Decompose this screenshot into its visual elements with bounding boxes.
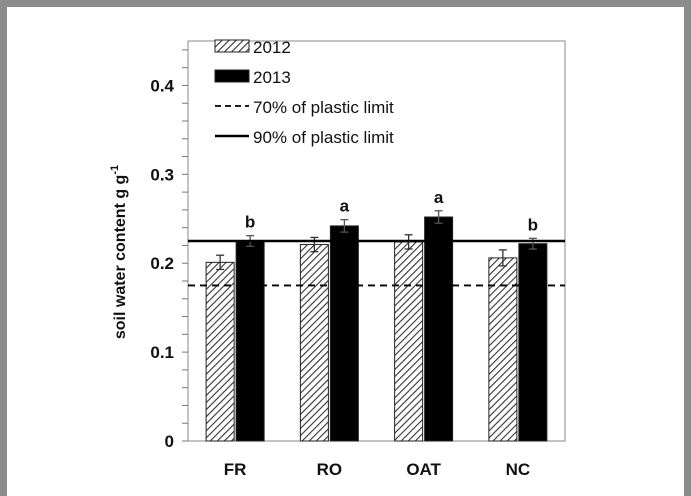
y-tick-label: 0.3	[150, 165, 174, 184]
y-axis-title-superscript: -1	[109, 165, 121, 175]
y-tick-label: 0.1	[150, 343, 174, 362]
bars: b a a b	[205, 188, 548, 442]
bar-2012-fr	[205, 261, 235, 442]
bar-chart: 0 0.1 0.2 0.3 0.4 b a a b FR RO OAT NC 2012 2013 70%…	[109, 38, 566, 479]
x-axis-labels: FR RO OAT NC	[224, 460, 530, 479]
x-tick-label: NC	[506, 460, 531, 479]
x-tick-label: OAT	[406, 460, 441, 479]
bar-2013-fr	[235, 240, 265, 442]
y-axis-title: soil water content g g-1	[109, 165, 129, 339]
significance-label: a	[434, 188, 444, 207]
legend-label: 70% of plastic limit	[253, 98, 394, 117]
x-tick-label: RO	[317, 460, 343, 479]
legend-label: 90% of plastic limit	[253, 128, 394, 147]
legend-label: 2013	[253, 68, 291, 87]
bar-2012-oat	[394, 241, 424, 442]
bar-2012-ro	[299, 244, 329, 442]
bar-2013-nc	[518, 243, 548, 442]
y-axis: 0 0.1 0.2 0.3 0.4	[150, 49, 188, 451]
bar-2013-ro	[329, 225, 359, 442]
y-tick-label: 0.2	[150, 254, 174, 273]
legend-label: 2012	[253, 38, 291, 57]
legend-swatch	[214, 39, 250, 53]
legend: 2012 2013 70% of plastic limit 90% of plast…	[214, 38, 394, 147]
y-tick-label: 0.4	[150, 76, 174, 95]
significance-label: b	[245, 213, 255, 232]
bar-2013-oat	[424, 216, 454, 442]
y-tick-label: 0	[165, 432, 174, 451]
significance-label: a	[340, 197, 350, 216]
y-axis-title-text: soil water content g g	[112, 175, 129, 339]
x-tick-label: FR	[224, 460, 247, 479]
legend-swatch	[214, 69, 250, 83]
reference-lines	[188, 239, 565, 287]
bar-2012-nc	[488, 257, 518, 442]
significance-label: b	[528, 215, 538, 234]
